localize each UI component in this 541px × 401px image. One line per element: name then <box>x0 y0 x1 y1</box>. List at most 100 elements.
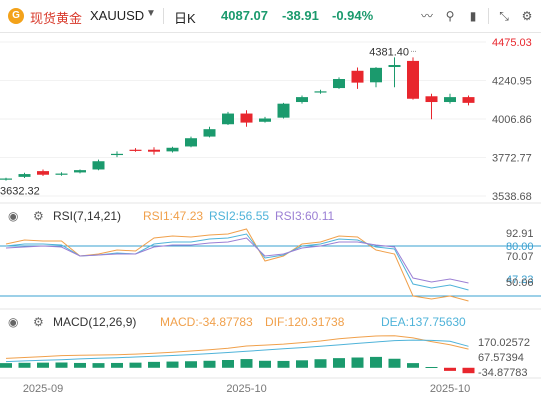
rsi-legend: ◉ ⚙ RSI(7,14,21) RSI1:47.23 RSI2:56.55 R… <box>0 207 480 225</box>
price-tick-label: 4475.03 <box>492 37 532 49</box>
candle-body <box>444 97 456 103</box>
macd-histogram-bar <box>388 358 401 368</box>
macd-series-line <box>5 339 469 363</box>
candle-body <box>425 96 438 103</box>
rsi1-value: RSI1:47.23 <box>143 209 204 223</box>
candle-body <box>55 173 68 175</box>
candle-body <box>203 129 216 137</box>
rsi-series-line <box>5 233 469 291</box>
macd-histogram-bar <box>333 358 345 368</box>
gold-coin-icon: G <box>8 8 24 24</box>
divider <box>488 8 489 24</box>
macd-histogram-bar <box>148 361 160 368</box>
candle-body <box>37 171 49 175</box>
low-annotation: 3632.32 <box>0 186 40 198</box>
wave-icon[interactable]: 〰 <box>420 9 433 23</box>
candle-body <box>333 79 345 89</box>
macd-histogram-bar <box>222 360 234 368</box>
macd-histogram-bar <box>129 362 142 368</box>
x-tick-label: 2025-10 <box>226 383 266 395</box>
candle-type-icon[interactable]: ▮ <box>469 9 477 23</box>
rsi2-value: RSI2:56.55 <box>209 209 270 223</box>
price-tick-label: 3538.68 <box>492 191 532 203</box>
indicator-icon[interactable]: ⚲ <box>445 9 455 23</box>
candle-body <box>296 97 308 103</box>
divider <box>163 8 164 24</box>
candle-body <box>407 60 419 99</box>
candle-body <box>462 97 475 103</box>
macd-tick-label: 170.02572 <box>478 337 530 349</box>
x-tick-label: 2025-10 <box>430 383 470 395</box>
candle-body <box>277 103 290 118</box>
candle-body <box>0 178 12 180</box>
macd-histogram-bar <box>277 360 290 368</box>
candle-body <box>222 113 234 125</box>
macd-histogram-bar <box>111 362 123 368</box>
x-tick-label: 2025-09 <box>23 383 63 395</box>
price-tick-label: 4240.95 <box>492 75 532 87</box>
candle-body <box>111 153 123 156</box>
macd-series-line <box>5 335 469 359</box>
macd-histogram-bar <box>74 362 86 368</box>
macd-histogram-bar <box>296 360 308 368</box>
eye-icon[interactable]: ◉ <box>8 209 19 223</box>
macd-histogram-bar <box>0 363 12 368</box>
rsi-tick-label: 80.00 <box>506 241 534 253</box>
macd-histogram-bar <box>425 367 438 368</box>
macd-histogram-bar <box>92 363 105 368</box>
macd-label: MACD(12,26,9) <box>53 315 137 329</box>
price-change: -38.91 <box>282 8 319 23</box>
macd-histogram-bar <box>203 360 216 368</box>
gear-icon[interactable]: ⚙ <box>33 315 44 329</box>
candle-body <box>148 149 160 152</box>
price-change-pct: -0.94% <box>332 8 374 23</box>
rsi-tick-label: 70.07 <box>506 251 534 263</box>
candle-body <box>74 170 86 173</box>
dif-value: DIF:120.31738 <box>265 315 345 329</box>
candle-body <box>240 113 253 123</box>
macd-tick-label: -34.87783 <box>478 367 528 379</box>
period-selector[interactable]: 日K <box>174 11 196 26</box>
dea-value: DEA:137.75630 <box>381 315 466 329</box>
candle-body <box>92 161 105 170</box>
macd-histogram-bar <box>185 361 197 368</box>
symbol-code[interactable]: XAUUSD <box>90 8 145 23</box>
candle-body <box>351 70 364 83</box>
macd-histogram-bar <box>18 362 31 368</box>
macd-histogram-bar <box>407 363 419 368</box>
eye-icon[interactable]: ◉ <box>8 315 19 329</box>
candle-body <box>166 147 179 152</box>
macd-histogram-bar <box>55 362 68 368</box>
chart-header: G 现货黄金 XAUUSD ▼ 日K 4087.07 -38.91 -0.94%… <box>0 0 541 33</box>
expand-icon[interactable]: ⤡ <box>499 9 509 23</box>
macd-legend: ◉ ⚙ MACD(12,26,9) MACD:-34.87783 DIF:120… <box>0 313 480 331</box>
price-tick-label: 3772.77 <box>492 152 532 164</box>
candle-body <box>259 118 271 122</box>
symbol-name[interactable]: 现货黄金 <box>30 11 83 26</box>
macd-histogram-bar <box>166 361 179 368</box>
candle-body <box>185 138 197 147</box>
candle-body <box>388 65 401 68</box>
macd-value: MACD:-34.87783 <box>160 315 253 329</box>
chevron-down-icon[interactable]: ▼ <box>146 8 156 19</box>
macd-histogram-bar <box>240 359 253 368</box>
last-price: 4087.07 <box>221 8 268 23</box>
price-tick-label: 4006.86 <box>492 114 532 126</box>
macd-tick-label: 67.57394 <box>478 352 524 364</box>
settings-icon[interactable]: ⚙ <box>521 9 533 23</box>
macd-histogram-bar <box>444 367 456 371</box>
rsi-tick-label: 50.06 <box>506 277 534 289</box>
macd-histogram-bar <box>314 359 327 368</box>
macd-histogram-bar <box>370 356 382 368</box>
macd-histogram-bar <box>351 357 364 368</box>
candle-body <box>18 174 31 177</box>
rsi-series-line <box>5 237 469 284</box>
candle-body <box>314 91 327 93</box>
candle-body <box>370 67 382 83</box>
rsi-tick-label: 92.91 <box>506 228 534 240</box>
gear-icon[interactable]: ⚙ <box>33 209 44 223</box>
candle-body <box>129 149 142 151</box>
high-annotation: 4381.40 <box>369 46 409 58</box>
rsi-label: RSI(7,14,21) <box>53 209 122 223</box>
